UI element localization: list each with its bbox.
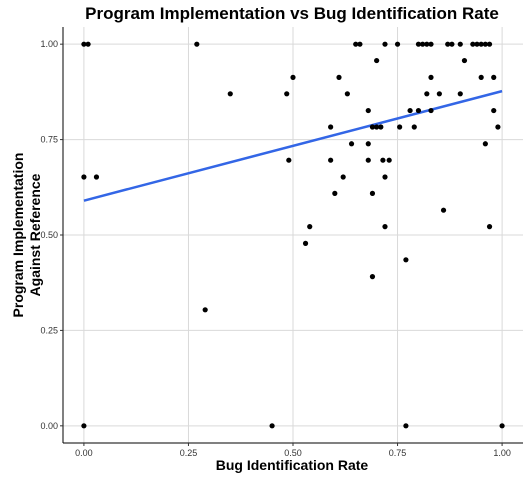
data-point-58 xyxy=(470,41,476,47)
data-point-30 xyxy=(374,57,380,64)
y-tick-label-0: 0.00 xyxy=(40,421,58,431)
data-point-33 xyxy=(382,41,388,47)
data-point-46 xyxy=(424,41,430,47)
data-point-9 xyxy=(284,91,290,97)
data-point-63 xyxy=(482,141,488,147)
data-point-53 xyxy=(445,41,451,47)
data-point-37 xyxy=(394,41,401,47)
chart-title: Program Implementation vs Bug Identifica… xyxy=(85,4,499,23)
data-point-65 xyxy=(486,41,493,47)
data-point-19 xyxy=(344,91,350,97)
data-point-0 xyxy=(81,41,87,47)
data-point-56 xyxy=(457,41,463,47)
data-point-6 xyxy=(202,307,208,313)
x-tick-label-2: 0.50 xyxy=(284,448,302,458)
data-point-62 xyxy=(482,41,488,47)
data-point-15 xyxy=(328,157,334,163)
x-tick-label-0: 0.00 xyxy=(75,448,93,458)
data-point-44 xyxy=(415,107,422,114)
data-point-12 xyxy=(302,240,309,246)
data-point-1 xyxy=(85,41,91,47)
data-point-23 xyxy=(365,107,371,114)
data-point-32 xyxy=(380,157,386,163)
data-point-41 xyxy=(407,107,413,114)
data-point-21 xyxy=(353,41,359,47)
data-point-25 xyxy=(365,157,371,163)
data-point-55 xyxy=(457,91,463,97)
data-point-45 xyxy=(420,41,426,47)
data-point-54 xyxy=(449,41,455,47)
y-axis-label-line-1: Program Implementation xyxy=(10,153,26,318)
y-tick-label-2: 0.50 xyxy=(40,230,58,240)
data-point-39 xyxy=(403,257,409,263)
y-tick-label-3: 0.75 xyxy=(40,135,58,145)
data-point-16 xyxy=(332,190,338,196)
data-point-17 xyxy=(336,74,342,80)
points-layer xyxy=(81,41,505,429)
data-point-29 xyxy=(374,124,380,130)
data-point-7 xyxy=(227,91,233,97)
data-point-49 xyxy=(428,74,434,80)
x-tick-label-1: 0.25 xyxy=(180,448,198,458)
data-point-52 xyxy=(440,207,447,213)
data-point-64 xyxy=(486,224,493,230)
data-point-47 xyxy=(424,91,430,97)
data-point-18 xyxy=(340,174,346,180)
data-point-8 xyxy=(269,423,275,429)
data-point-24 xyxy=(365,141,371,147)
y-tick-label-4: 1.00 xyxy=(40,39,58,49)
x-tick-label-3: 0.75 xyxy=(389,448,407,458)
data-point-42 xyxy=(411,124,417,130)
data-point-28 xyxy=(369,274,376,280)
data-point-69 xyxy=(499,423,505,429)
data-point-68 xyxy=(495,124,501,130)
data-point-61 xyxy=(478,41,484,47)
data-point-50 xyxy=(428,107,434,114)
x-axis-label: Bug Identification Rate xyxy=(216,457,369,473)
data-point-26 xyxy=(369,124,376,130)
y-axis-label-line-2: Against Reference xyxy=(27,173,43,296)
y-axis-label: Program Implementation Against Reference xyxy=(10,153,43,318)
data-point-11 xyxy=(290,74,296,80)
data-point-36 xyxy=(386,157,392,163)
y-tick-label-1: 0.25 xyxy=(40,325,58,335)
data-point-20 xyxy=(348,141,355,147)
data-point-2 xyxy=(194,41,200,47)
data-point-31 xyxy=(378,124,384,130)
data-point-35 xyxy=(382,224,388,230)
data-point-34 xyxy=(382,174,388,180)
data-point-27 xyxy=(369,190,376,196)
data-point-4 xyxy=(93,174,100,180)
data-point-67 xyxy=(491,107,497,114)
ticks-layer: 0.00 0.25 0.50 0.75 1.00 0.00 0.25 0.50 0.75 1.00 xyxy=(40,39,510,458)
data-point-3 xyxy=(81,174,87,180)
data-point-10 xyxy=(286,157,292,163)
data-point-57 xyxy=(461,57,468,64)
grid xyxy=(63,27,523,443)
data-point-38 xyxy=(397,124,403,130)
data-point-5 xyxy=(81,423,87,429)
data-point-22 xyxy=(357,41,363,47)
data-point-14 xyxy=(328,124,334,130)
data-point-66 xyxy=(491,74,497,80)
data-point-40 xyxy=(403,423,409,429)
data-point-51 xyxy=(436,91,442,97)
data-point-43 xyxy=(415,41,422,47)
data-point-60 xyxy=(478,74,484,80)
x-tick-label-4: 1.00 xyxy=(493,448,511,458)
data-point-48 xyxy=(428,41,434,47)
data-point-59 xyxy=(474,41,480,47)
data-point-13 xyxy=(307,224,313,230)
